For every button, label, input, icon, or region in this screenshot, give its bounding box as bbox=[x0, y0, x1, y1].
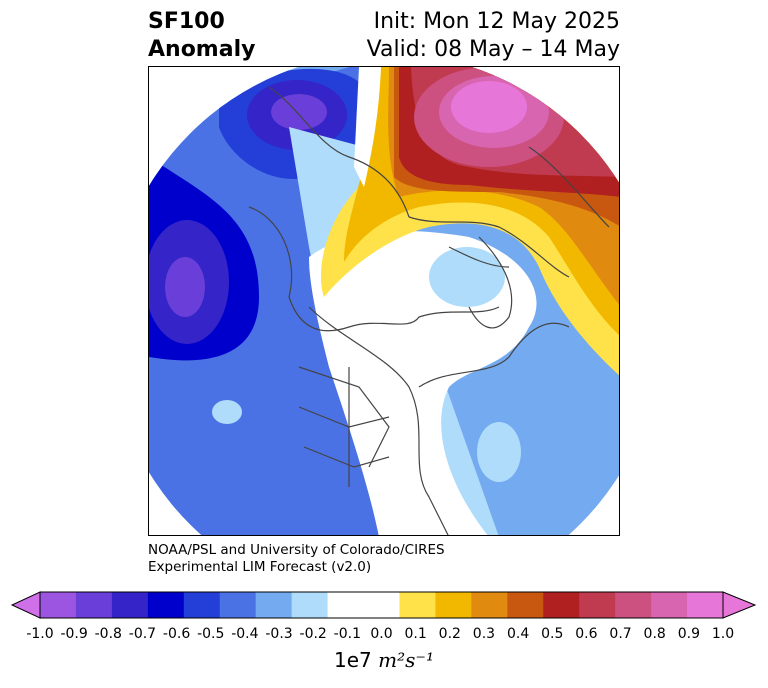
colorbar-tick-label: -0.1 bbox=[333, 626, 362, 642]
colorbar-cell bbox=[255, 592, 293, 618]
anomaly-fill-neg-pacific-max bbox=[165, 257, 205, 317]
colorbar-cell bbox=[147, 592, 185, 618]
anomaly-fill-neutral-spot bbox=[378, 294, 392, 308]
colorbar-cell bbox=[75, 592, 113, 618]
units-expr: m²s⁻¹ bbox=[378, 648, 434, 672]
colorbar-tick-label: 0.3 bbox=[472, 626, 496, 642]
coastlines bbox=[248, 86, 610, 535]
colorbar-tick-label: -0.6 bbox=[162, 626, 191, 642]
credit: NOAA/PSL and University of Colorado/CIRE… bbox=[148, 542, 445, 576]
colorbar-cell bbox=[183, 592, 221, 618]
colorbar-tick-label: 1.0 bbox=[711, 626, 735, 642]
map-panel bbox=[148, 66, 620, 536]
colorbar-tick-label: 0.7 bbox=[609, 626, 632, 642]
init-date: Init: Mon 12 May 2025 bbox=[373, 9, 620, 34]
credit-line1: NOAA/PSL and University of Colorado/CIRE… bbox=[148, 542, 445, 558]
colorbar-tick-label: -0.4 bbox=[231, 626, 259, 642]
colorbar-tick-label: 0.2 bbox=[438, 626, 461, 642]
anomaly-fill-neg-north-max bbox=[271, 94, 327, 130]
colorbar-tick-label: -1.0 bbox=[26, 626, 54, 642]
colorbar-over-arrow bbox=[722, 591, 757, 619]
colorbar-tick-label: 0.0 bbox=[370, 626, 393, 642]
colorbar-under-arrow bbox=[10, 591, 41, 619]
colorbar-cell bbox=[399, 592, 437, 618]
anomaly-fill-neg-weak-spot bbox=[212, 400, 242, 424]
forecast-dates: Init: Mon 12 May 2025 Valid: 08 May – 14… bbox=[367, 8, 620, 64]
colorbar-tick-label: 0.9 bbox=[677, 626, 700, 642]
title-variable: SF100 bbox=[148, 9, 225, 34]
colorbar-cells bbox=[40, 592, 724, 618]
units-prefix: 1e7 bbox=[334, 648, 372, 672]
colorbar-tick-label: 0.4 bbox=[506, 626, 530, 642]
colorbar-cell bbox=[579, 592, 616, 618]
colorbar-tick-label: -0.8 bbox=[94, 626, 122, 642]
colorbar-cell bbox=[507, 592, 544, 618]
colorbar-cell bbox=[111, 592, 149, 618]
colorbar-tick-label: 0.5 bbox=[541, 626, 564, 642]
colorbar-cell bbox=[651, 592, 688, 618]
colorbar bbox=[10, 591, 757, 619]
colorbar-tick-label: -0.9 bbox=[60, 626, 88, 642]
colorbar-cell bbox=[327, 592, 365, 618]
colorbar-cell bbox=[687, 592, 724, 618]
colorbar-tick-label: -0.2 bbox=[299, 626, 327, 642]
colorbar-cell bbox=[615, 592, 652, 618]
colorbar-cell bbox=[543, 592, 580, 618]
colorbar-tick-label: 0.6 bbox=[575, 626, 598, 642]
colorbar-tick-label: -0.5 bbox=[197, 626, 225, 642]
colorbar-cell bbox=[363, 592, 401, 618]
anomaly-fill-pos-max bbox=[451, 81, 527, 133]
anomaly-fill-neutral-gap bbox=[354, 67, 381, 187]
credit-line2: Experimental LIM Forecast (v2.0) bbox=[148, 559, 372, 575]
anomaly-fill-neg-arctic bbox=[429, 247, 505, 307]
colorbar-tick-label: -0.7 bbox=[128, 626, 157, 642]
colorbar-cell bbox=[291, 592, 329, 618]
colorbar-units: 1e7 m²s⁻¹ bbox=[334, 648, 434, 672]
colorbar-tick-label: -0.3 bbox=[265, 626, 293, 642]
valid-range: Valid: 08 May – 14 May bbox=[366, 37, 620, 62]
colorbar-cell bbox=[435, 592, 472, 618]
colorbar-tick-label: 0.8 bbox=[643, 626, 666, 642]
colorbar-cell bbox=[40, 592, 77, 618]
colorbar-cell bbox=[471, 592, 508, 618]
colorbar-cell bbox=[219, 592, 257, 618]
anomaly-fill-neg-atlantic bbox=[477, 422, 521, 482]
map-title: SF100 Anomaly bbox=[148, 8, 255, 64]
anomaly-map bbox=[149, 67, 619, 535]
colorbar-tick-label: 0.1 bbox=[404, 626, 427, 642]
colorbar-outline bbox=[39, 591, 724, 619]
title-type: Anomaly bbox=[148, 37, 256, 62]
